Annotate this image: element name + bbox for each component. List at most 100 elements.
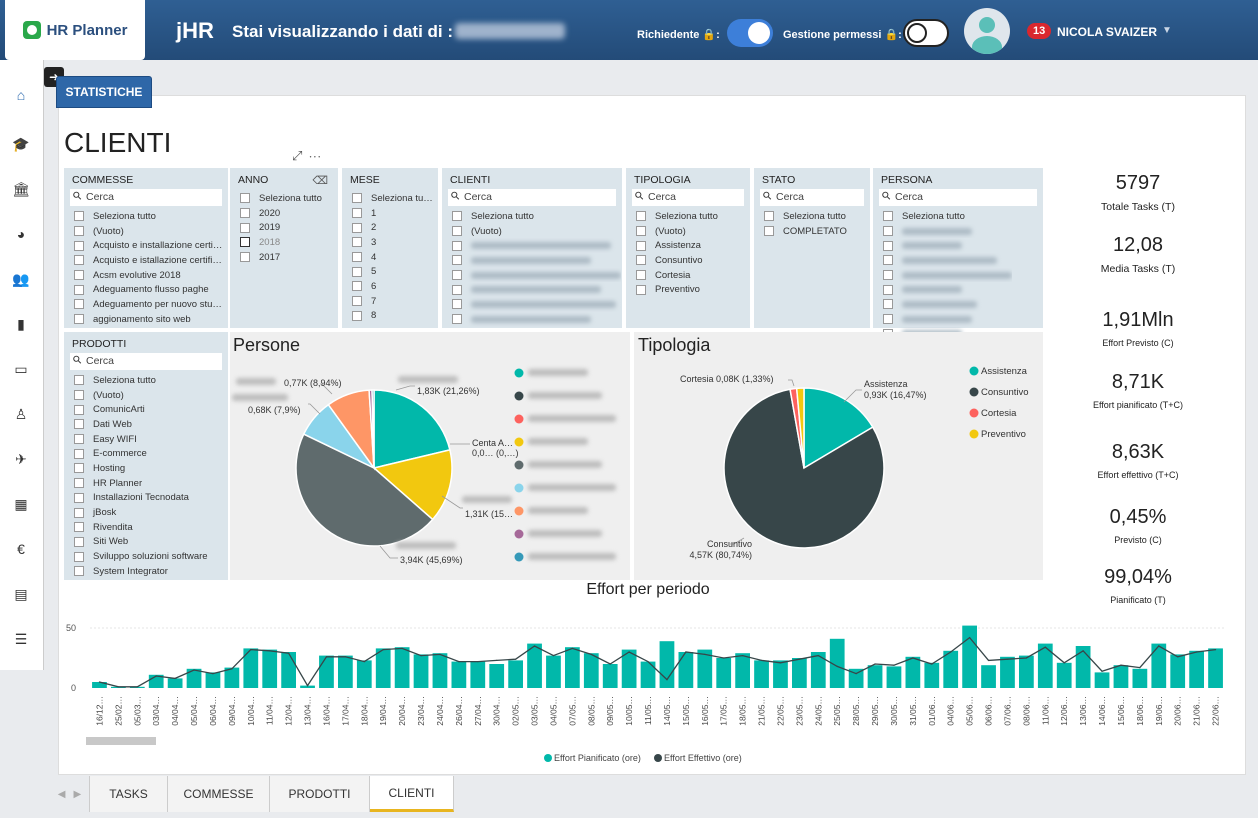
- slicer-item[interactable]: (Vuoto): [74, 224, 222, 239]
- pie-slice[interactable]: [373, 389, 451, 469]
- slicer-item-redacted[interactable]: [883, 297, 1012, 312]
- focus-mode-icon[interactable]: ⤢: [292, 148, 309, 163]
- pie-slice[interactable]: [803, 387, 874, 470]
- richiedente-toggle[interactable]: [727, 19, 773, 47]
- bar[interactable]: [1037, 643, 1053, 688]
- bar[interactable]: [602, 664, 618, 688]
- slicer-item[interactable]: (Vuoto): [636, 224, 718, 239]
- checkbox[interactable]: [74, 536, 84, 547]
- bar[interactable]: [243, 648, 259, 688]
- checkbox[interactable]: [74, 492, 84, 503]
- slicer-item-redacted[interactable]: [452, 238, 621, 253]
- bar[interactable]: [451, 661, 467, 688]
- bar[interactable]: [1000, 656, 1015, 688]
- bar[interactable]: [659, 641, 675, 688]
- slicer-item[interactable]: (Vuoto): [452, 224, 621, 239]
- slicer-item[interactable]: Hosting: [74, 461, 208, 476]
- checkbox[interactable]: [452, 284, 462, 295]
- bar[interactable]: [262, 649, 278, 688]
- bar[interactable]: [1170, 654, 1186, 688]
- slicer-item[interactable]: Seleziona tutto: [452, 209, 621, 224]
- bar[interactable]: [1132, 668, 1148, 688]
- slicer-item[interactable]: 7: [352, 294, 433, 309]
- bar[interactable]: [1208, 648, 1223, 688]
- checkbox[interactable]: [74, 551, 84, 562]
- slicer-item[interactable]: E-commerce: [74, 446, 208, 461]
- bar[interactable]: [621, 649, 637, 688]
- bar[interactable]: [1094, 672, 1110, 688]
- slicer-item[interactable]: 2018: [240, 235, 322, 250]
- bar[interactable]: [583, 653, 599, 688]
- permessi-toggle[interactable]: [903, 19, 949, 47]
- person-icon[interactable]: ♙: [14, 405, 28, 422]
- bar[interactable]: [943, 650, 959, 688]
- checkbox[interactable]: [883, 270, 893, 281]
- checkbox[interactable]: [636, 226, 646, 237]
- slicer-item-redacted[interactable]: [452, 282, 621, 297]
- statistiche-tab[interactable]: STATISTICHE: [56, 76, 152, 108]
- checkbox[interactable]: [74, 507, 84, 518]
- chevron-left-icon[interactable]: ◀: [57, 788, 66, 800]
- checkbox[interactable]: [636, 255, 646, 266]
- bar[interactable]: [92, 682, 107, 688]
- eraser-icon[interactable]: ⌫: [312, 175, 328, 187]
- home-icon[interactable]: ⌂: [16, 87, 26, 103]
- pie-slice[interactable]: [723, 388, 885, 549]
- slicer-item[interactable]: HR Planner: [74, 476, 208, 491]
- slicer-item[interactable]: jBosk: [74, 505, 208, 520]
- bar[interactable]: [716, 658, 732, 688]
- slicer-item-redacted[interactable]: [883, 224, 1012, 239]
- tab-tasks[interactable]: TASKS: [90, 776, 168, 812]
- effort-bar-chart[interactable]: 50 0 16/12… 25/02… 05/03… 03/04… 04/04… 05/04… 0…: [60, 600, 1240, 772]
- slicer-item[interactable]: (Vuoto): [74, 388, 208, 403]
- document-icon[interactable]: ▤: [14, 585, 28, 602]
- slicer-item[interactable]: Seleziona tutto: [240, 191, 322, 206]
- slicer-item[interactable]: 2020: [240, 206, 322, 221]
- bar[interactable]: [281, 652, 297, 688]
- bar[interactable]: [394, 647, 410, 688]
- bar[interactable]: [375, 648, 391, 688]
- slicer-item-redacted[interactable]: [883, 312, 1012, 327]
- slicer-item[interactable]: Rivendita: [74, 520, 208, 535]
- graduation-cap-icon[interactable]: 🎓: [12, 135, 30, 152]
- bar[interactable]: [1113, 665, 1129, 688]
- checkbox[interactable]: [883, 255, 893, 266]
- slicer-item[interactable]: aggionamento sito web: [74, 312, 222, 327]
- slicer-item[interactable]: COMPLETATO: [764, 224, 847, 239]
- slicer-item[interactable]: 1: [352, 206, 433, 221]
- persone-pie-chart[interactable]: 1,83K (21,26%) 1,31K (15… 3,94K (45,69%) 0,…: [230, 332, 630, 580]
- slicer-item[interactable]: Assistenza: [636, 238, 718, 253]
- slicer-item[interactable]: Seleziona tutto: [74, 373, 208, 388]
- checkbox[interactable]: [74, 375, 84, 386]
- checkbox[interactable]: [74, 240, 84, 251]
- slicer-item[interactable]: 3: [352, 235, 433, 250]
- user-name[interactable]: NICOLA SVAIZER: [1057, 25, 1158, 39]
- list-icon[interactable]: ☰: [14, 630, 28, 647]
- slicer-item[interactable]: Dati Web: [74, 417, 208, 432]
- checkbox[interactable]: [74, 434, 84, 445]
- search-input[interactable]: Cerca: [70, 353, 222, 370]
- search-input[interactable]: Cerca: [632, 189, 744, 206]
- checkbox[interactable]: [74, 404, 84, 415]
- bar[interactable]: [1189, 650, 1205, 688]
- slicer-item[interactable]: Acsm evolutive 2018: [74, 268, 222, 283]
- checkbox[interactable]: [764, 211, 774, 222]
- checkbox[interactable]: [636, 240, 646, 251]
- checkbox[interactable]: [74, 314, 84, 325]
- bar[interactable]: [167, 678, 183, 688]
- bar[interactable]: [356, 660, 372, 688]
- pie-chart-icon[interactable]: ◕: [16, 226, 26, 242]
- checkbox[interactable]: [74, 463, 84, 474]
- checkbox[interactable]: [883, 240, 893, 251]
- checkbox[interactable]: [352, 237, 362, 248]
- bar[interactable]: [773, 660, 788, 688]
- bar[interactable]: [413, 654, 429, 688]
- more-options-icon[interactable]: ⋯: [308, 148, 328, 163]
- slicer-item[interactable]: Seleziona tutto: [764, 209, 847, 224]
- search-input[interactable]: Cerca: [879, 189, 1037, 206]
- slicer-item-redacted[interactable]: [883, 282, 1012, 297]
- search-input[interactable]: Cerca: [448, 189, 616, 206]
- bar[interactable]: [186, 668, 202, 688]
- bar[interactable]: [981, 665, 996, 688]
- credit-card-icon[interactable]: ▭: [14, 360, 28, 377]
